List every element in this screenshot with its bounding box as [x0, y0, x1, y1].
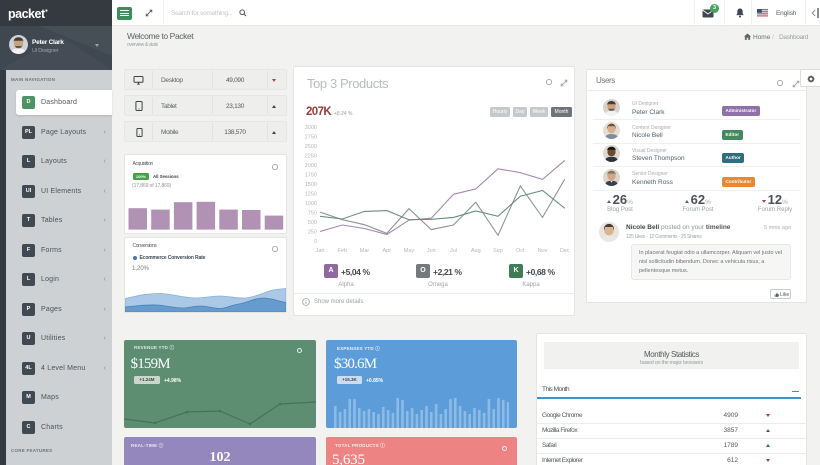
svg-text:May: May [404, 248, 415, 254]
svg-text:3000: 3000 [305, 125, 317, 131]
svg-text:Feb: Feb [338, 248, 347, 254]
svg-text:Jun: Jun [427, 248, 436, 254]
svg-text:2750: 2750 [305, 135, 317, 141]
svg-text:1750: 1750 [305, 173, 317, 179]
svg-text:Mar: Mar [360, 248, 370, 254]
svg-text:1000: 1000 [305, 201, 317, 207]
svg-text:500: 500 [308, 220, 317, 226]
svg-text:Dec: Dec [560, 248, 570, 254]
svg-text:1250: 1250 [305, 192, 317, 198]
svg-text:Aug: Aug [471, 248, 481, 254]
svg-text:Nov: Nov [538, 248, 548, 254]
svg-text:250: 250 [308, 230, 317, 236]
svg-text:Apr: Apr [383, 248, 392, 254]
svg-text:2000: 2000 [305, 163, 317, 169]
svg-text:1500: 1500 [305, 182, 317, 188]
svg-text:Oct: Oct [516, 248, 525, 254]
svg-text:0: 0 [314, 239, 317, 245]
svg-text:Sep: Sep [493, 248, 503, 254]
svg-text:Jan: Jan [316, 248, 325, 254]
svg-text:750: 750 [308, 211, 317, 217]
svg-text:Jul: Jul [450, 248, 457, 254]
svg-text:2250: 2250 [305, 154, 317, 160]
svg-text:2500: 2500 [305, 144, 317, 150]
